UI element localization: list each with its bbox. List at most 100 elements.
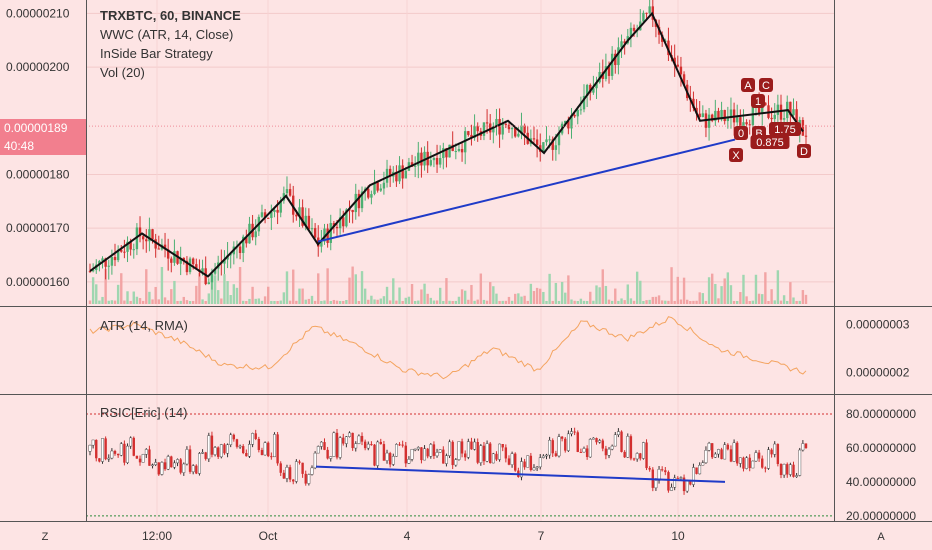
candle-body [157,248,160,250]
candle-body [429,160,433,166]
timezone-button[interactable]: Z [41,531,49,543]
pattern-badge-label: 1 [755,96,761,108]
volume-bar [223,274,226,304]
rsi-candle [235,439,239,447]
rsi-candle [204,452,207,459]
candle-body [476,126,479,132]
candle-body [173,251,176,263]
volume-bar [116,284,120,304]
candle-body [514,127,517,137]
candle-body [182,257,185,261]
rsi-candle [126,445,129,463]
rsi-candle [538,457,542,468]
volume-bar [195,285,198,304]
candle-body [195,264,198,270]
volume-bar [720,286,723,304]
rsi-candle [457,441,461,460]
volume-bar [726,272,730,304]
volume-bar [345,300,348,304]
volume-bar [298,288,301,304]
volume-bar [388,300,392,304]
rsi-candle [485,443,489,462]
volume-bar [742,274,745,304]
volume-bar [304,299,307,304]
auto-scale-button[interactable]: A [877,531,885,543]
volume-bar [176,300,179,304]
candle-body [323,228,326,242]
volume-bar [463,290,467,304]
volume-bar [373,299,376,304]
volume-bar [220,298,223,304]
rsi-candle [598,440,602,443]
rsi-candle [792,464,795,477]
volume-bar [592,300,595,304]
volume-bar [445,278,448,304]
rsi-candle [294,461,298,482]
volume-bar [160,266,164,304]
volume-bar [332,299,336,304]
countdown-tag: 40:48 [0,137,86,155]
volume-bar [338,300,342,304]
candle-body [107,265,110,267]
price-tick-label: 0.00000200 [6,60,70,74]
volume-bar [395,300,398,304]
rsi-candle [723,444,727,460]
rsi-candle [226,444,229,454]
volume-bar [173,280,176,304]
volume-bar [270,300,273,304]
rsi-candle [804,443,808,449]
volume-bar [651,296,654,304]
candle-body [632,27,636,31]
pattern-badge-label: 0 [738,128,744,140]
volume-bar [257,298,261,304]
candle-body [551,139,554,150]
volume-bar [614,288,617,304]
candle-body [535,139,539,146]
rsi-candle [292,479,295,482]
candle-body [757,103,761,113]
candle-body [213,268,217,274]
candle-body [398,165,401,182]
candle-body [714,110,717,121]
rsi-candle [664,470,667,473]
rsi-candle [573,431,576,433]
rsi-candle [335,432,339,458]
volume-bar [367,299,370,304]
rsi-candle [376,441,380,466]
candle-body [298,207,301,217]
volume-bar [216,290,220,304]
rsi-candle [110,450,114,459]
volume-bar [782,295,786,304]
candle-body [517,133,520,137]
atr-line [89,316,807,380]
candle-body [498,118,501,135]
volume-bar [279,300,282,304]
volume-bar [113,300,117,304]
pattern-badge-label: X [732,150,740,162]
volume-bar [166,300,170,304]
candle-body [285,189,289,194]
volume-bar [417,300,420,304]
volume-bar [251,286,254,304]
rsi-candle [770,449,773,455]
rsi-candle [529,455,533,470]
candle-body [276,209,279,213]
volume-bar [245,300,248,304]
candle-body [338,217,342,229]
volume-bar [623,300,626,304]
rsi-candle [160,462,164,475]
candle-body [201,268,204,272]
candle-body [385,168,389,183]
rsi-candle [566,433,570,451]
volume-bar [798,300,801,304]
rsi-candle [751,460,755,469]
candle-body [726,117,730,122]
volume-bar [732,300,736,304]
rsi-candle [298,461,301,463]
rsi-candle [141,454,145,463]
volume-bar [485,300,489,304]
candle-body [748,124,751,126]
volume-bar [498,300,501,304]
candle-body [510,127,514,130]
rsi-candle [379,441,382,445]
